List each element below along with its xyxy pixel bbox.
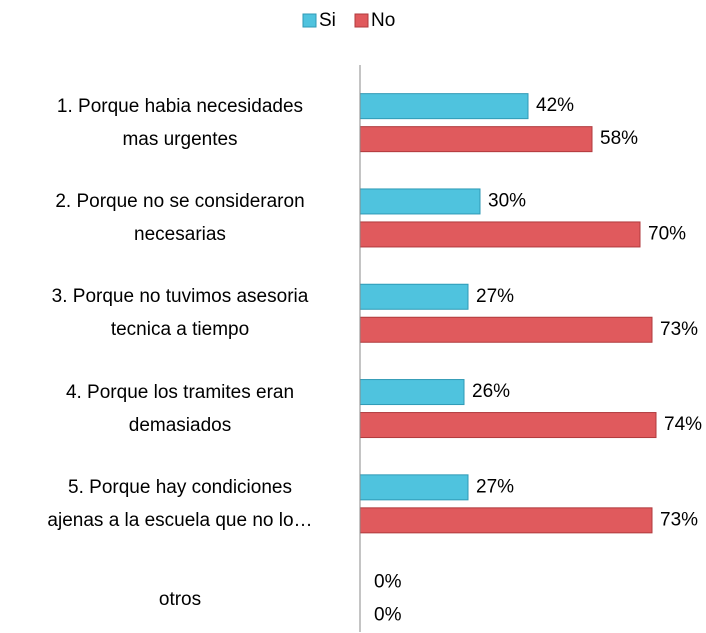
value-label: 73% xyxy=(660,319,698,340)
category-label: 2. Porque no se consideraron necesarias xyxy=(55,190,305,245)
bar xyxy=(359,316,653,343)
category-label: 1. Porque habia necesidades mas urgentes xyxy=(56,95,304,150)
legend-label: Si xyxy=(319,10,336,31)
value-label: 74% xyxy=(664,414,702,435)
category-label: 5. Porque hay condiciones ajenas a la es… xyxy=(47,476,313,531)
value-label: 70% xyxy=(648,223,686,244)
bar xyxy=(359,474,469,501)
bar xyxy=(359,412,657,439)
value-label: 26% xyxy=(472,381,510,402)
value-label: 73% xyxy=(660,509,698,530)
bar xyxy=(359,126,593,153)
value-label: 27% xyxy=(476,286,514,307)
value-label: 0% xyxy=(374,605,402,626)
bar xyxy=(359,283,469,310)
category-label: otros xyxy=(158,588,202,610)
category-label: 4. Porque los tramites eran demasiados xyxy=(65,381,295,436)
legend-swatch xyxy=(302,13,317,28)
value-label: 42% xyxy=(536,95,574,116)
bar xyxy=(359,188,481,215)
bar xyxy=(359,221,641,248)
legend-swatch xyxy=(354,13,369,28)
value-label: 0% xyxy=(374,572,402,593)
bar xyxy=(359,93,529,120)
bar xyxy=(359,379,465,406)
category-label: 3. Porque no tuvimos asesoria tecnica a … xyxy=(51,286,309,341)
value-label: 27% xyxy=(476,476,514,497)
value-label: 58% xyxy=(600,128,638,149)
legend-label: No xyxy=(371,10,395,31)
value-label: 30% xyxy=(488,190,526,211)
bar xyxy=(359,507,653,534)
